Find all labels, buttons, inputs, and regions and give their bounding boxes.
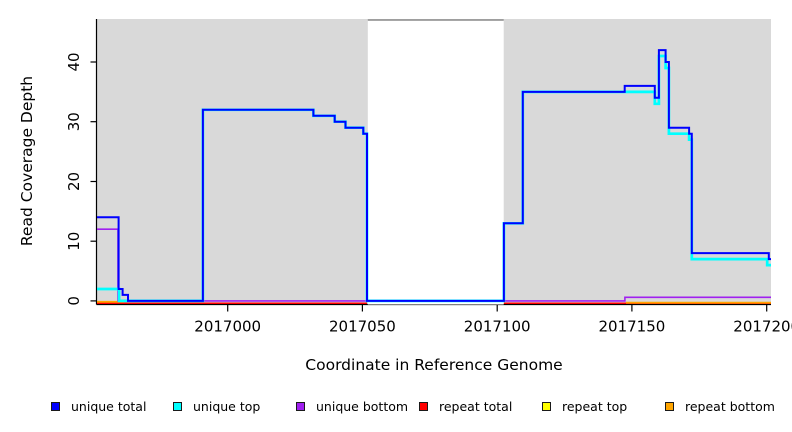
legend-label: repeat bottom	[685, 398, 775, 414]
series-line-unique-total	[97, 49, 771, 302]
legend: unique total unique top unique bottom re…	[0, 398, 792, 418]
legend-label: unique total	[71, 398, 147, 414]
legend-item-repeat-total: repeat total	[419, 398, 512, 414]
legend-item-unique-top: unique top	[173, 398, 260, 414]
x-tick-label: 2017150	[598, 318, 665, 336]
legend-label: unique bottom	[316, 398, 409, 414]
legend-item-unique-total: unique total	[51, 398, 146, 414]
legend-label: unique top	[193, 398, 261, 414]
y-tick-label: 20	[65, 172, 83, 191]
legend-label: repeat top	[562, 398, 628, 414]
legend-swatch-unique-bottom	[296, 401, 305, 411]
masked-region	[367, 20, 504, 305]
x-tick-label: 2017050	[329, 318, 396, 336]
y-tick-label: 0	[65, 296, 83, 306]
y-tick-label: 40	[65, 52, 83, 71]
y-axis-title: Read Coverage Depth	[18, 75, 36, 247]
x-axis-title: Coordinate in Reference Genome	[305, 356, 563, 374]
legend-item-repeat-bottom: repeat bottom	[665, 398, 775, 414]
legend-swatch-unique-top	[173, 401, 182, 411]
x-tick-label: 2017000	[194, 318, 261, 336]
y-tick-label: 10	[65, 232, 83, 251]
x-tick-label: 2017100	[464, 318, 531, 336]
legend-swatch-unique-total	[51, 401, 60, 411]
legend-label: repeat total	[439, 398, 513, 414]
legend-item-repeat-top: repeat top	[542, 398, 627, 414]
legend-swatch-repeat-bottom	[665, 401, 674, 411]
legend-swatch-repeat-top	[542, 401, 551, 411]
legend-item-unique-bottom: unique bottom	[296, 398, 408, 414]
legend-swatch-repeat-total	[419, 401, 428, 411]
y-tick-label: 30	[65, 112, 83, 131]
